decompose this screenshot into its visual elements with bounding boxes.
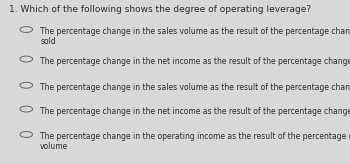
Text: The percentage change in the sales volume as the result of the percentage change: The percentage change in the sales volum…	[40, 83, 350, 92]
Text: The percentage change in the net income as the result of the percentage change i: The percentage change in the net income …	[40, 107, 350, 116]
Text: The percentage change in the sales volume as the result of the percentage change: The percentage change in the sales volum…	[40, 27, 350, 46]
Text: 1. Which of the following shows the degree of operating leverage?: 1. Which of the following shows the degr…	[9, 5, 311, 14]
Text: The percentage change in the net income as the result of the percentage change i: The percentage change in the net income …	[40, 57, 350, 66]
Text: The percentage change in the operating income as the result of the percentage ch: The percentage change in the operating i…	[40, 132, 350, 151]
